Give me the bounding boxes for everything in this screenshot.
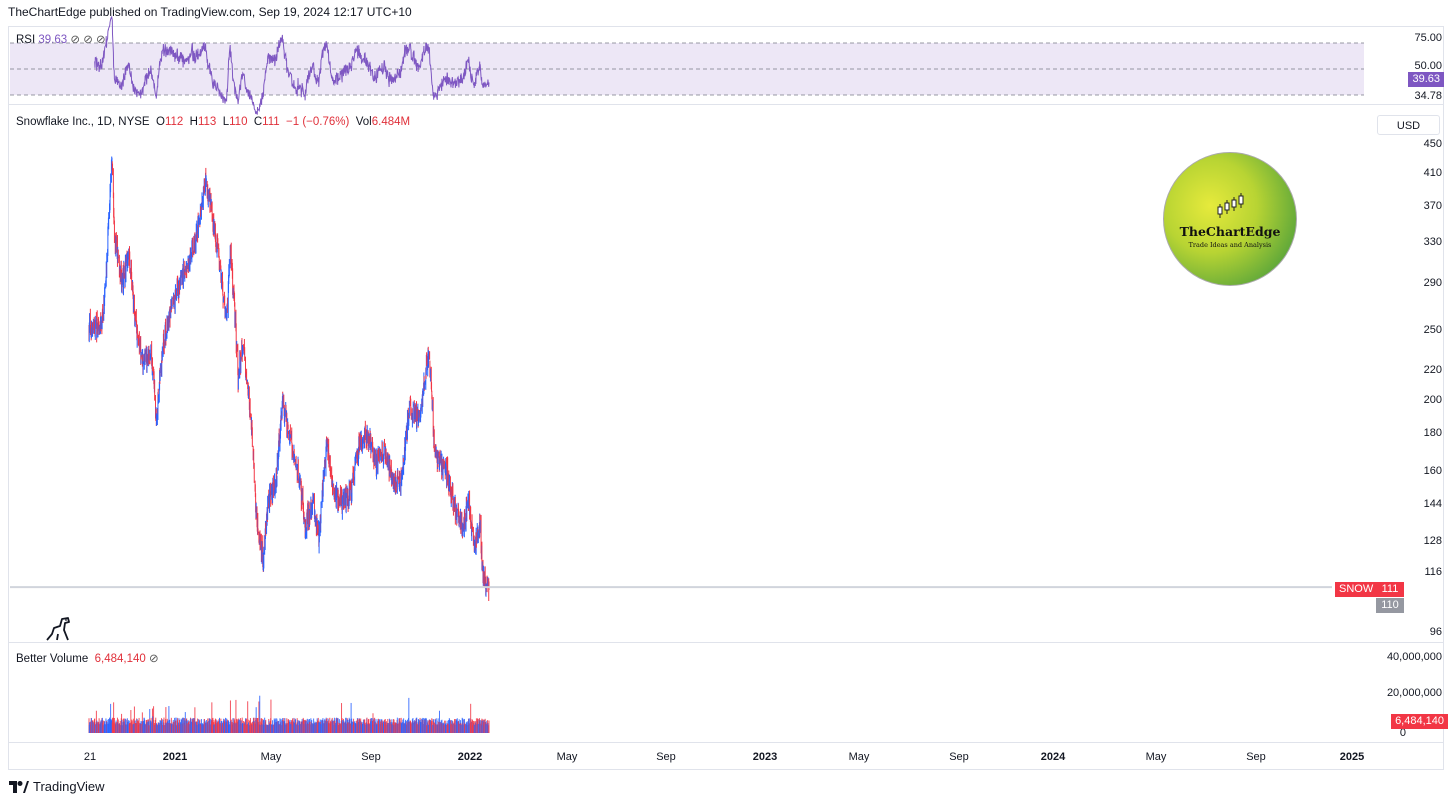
volume-short-value: 6.484M bbox=[371, 116, 411, 128]
price-axis-label: 450 bbox=[1423, 138, 1442, 150]
price-axis-label: 144 bbox=[1423, 497, 1442, 510]
time-axis-label: May bbox=[848, 751, 870, 763]
price-axis-label: 160 bbox=[1423, 464, 1442, 477]
symbol-tag: SNOW bbox=[1335, 582, 1378, 597]
last-price-tag: 111 bbox=[1376, 582, 1404, 597]
thechartedge-logo: TheChartEdge Trade Ideas and Analysis bbox=[1163, 152, 1297, 286]
price-axis-label: 220 bbox=[1423, 364, 1442, 377]
time-axis-label: May bbox=[556, 751, 578, 763]
volume-axis-label: 40,000,000 bbox=[1386, 651, 1442, 663]
tradingview-brand: TradingView bbox=[33, 779, 105, 794]
time-axis-label: 2025 bbox=[1339, 751, 1365, 763]
price-axis-label: 116 bbox=[1424, 566, 1442, 579]
low-label: L bbox=[222, 116, 230, 128]
rsi-value-badge: 39.63 bbox=[1408, 72, 1444, 87]
open-value: 112 bbox=[164, 116, 184, 128]
volume-legend[interactable]: Better Volume 6,484,140 ⊘ bbox=[16, 651, 159, 665]
logo-name: TheChartEdge bbox=[1179, 224, 1281, 239]
price-axis-label: 96 bbox=[1429, 626, 1442, 638]
time-axis-divider bbox=[8, 742, 1444, 743]
time-axis-label: 2021 bbox=[162, 751, 188, 763]
volume-indicator-label: Better Volume bbox=[16, 653, 89, 665]
candlestick-logo-icon bbox=[1217, 193, 1244, 218]
close-label: C bbox=[253, 116, 263, 128]
volume-axis-label: 20,000,000 bbox=[1386, 687, 1442, 699]
volume-axis-label: 0 bbox=[1399, 727, 1406, 739]
time-axis-label: 2023 bbox=[752, 751, 778, 763]
price-axis-label: 128 bbox=[1423, 535, 1442, 548]
time-axis-label: May bbox=[1145, 751, 1167, 763]
symbol-legend[interactable]: Snowflake Inc., 1D, NYSE O112 H113 L110 … bbox=[16, 116, 410, 128]
price-axis-label: 410 bbox=[1423, 167, 1442, 180]
time-axis-label: 21 bbox=[83, 751, 97, 763]
price-axis-label: 180 bbox=[1423, 427, 1442, 440]
eye-icon[interactable]: ⊘ bbox=[70, 34, 80, 46]
low-value: 110 bbox=[229, 116, 248, 128]
volume-value-badge: 6,484,140 bbox=[1391, 714, 1448, 729]
price-axis-label: 200 bbox=[1423, 394, 1442, 407]
rsi-pane-divider[interactable] bbox=[8, 104, 1444, 105]
chart-frame bbox=[8, 26, 1444, 770]
volume-label: Vol bbox=[355, 116, 372, 128]
symbol-name: Snowflake Inc., 1D, NYSE bbox=[16, 116, 150, 128]
open-label: O bbox=[155, 116, 165, 128]
more-icon[interactable]: ⊘ bbox=[96, 34, 106, 46]
currency-button[interactable]: USD bbox=[1377, 115, 1440, 135]
time-axis-label: Sep bbox=[949, 751, 969, 763]
low-price-tag: 110 bbox=[1376, 598, 1404, 613]
eye-icon[interactable]: ⊘ bbox=[149, 653, 159, 665]
price-axis-label: 370 bbox=[1423, 199, 1442, 212]
price-axis-label: 250 bbox=[1423, 323, 1442, 336]
time-axis-label: Sep bbox=[361, 751, 381, 763]
rsi-axis-label: 75.00 bbox=[1414, 32, 1442, 44]
price-axis-label: 290 bbox=[1423, 276, 1442, 289]
rsi-axis-label: 50.00 bbox=[1414, 60, 1442, 72]
change-value: −1 (−0.76%) bbox=[286, 116, 350, 128]
volume-pane-divider[interactable] bbox=[8, 642, 1444, 643]
rsi-line bbox=[94, 15, 490, 115]
dino-icon[interactable] bbox=[44, 616, 72, 642]
tradingview-footer[interactable]: TradingView bbox=[9, 779, 105, 794]
high-value: 113 bbox=[197, 116, 217, 128]
settings-icon[interactable]: ⊘ bbox=[83, 34, 93, 46]
close-value: 111 bbox=[262, 116, 280, 128]
tradingview-logo-icon bbox=[9, 780, 29, 793]
time-axis-label: Sep bbox=[656, 751, 676, 763]
logo-tagline: Trade Ideas and Analysis bbox=[1188, 241, 1272, 249]
rsi-axis-label: 34.78 bbox=[1414, 90, 1442, 102]
time-axis-label: Sep bbox=[1246, 751, 1266, 763]
time-axis-label: 2022 bbox=[457, 751, 483, 763]
volume-indicator-value: 6,484,140 bbox=[94, 653, 146, 665]
price-axis-label: 330 bbox=[1423, 235, 1442, 248]
time-axis-label: 2024 bbox=[1040, 751, 1066, 763]
high-label: H bbox=[189, 116, 198, 128]
publisher-header: TheChartEdge published on TradingView.co… bbox=[8, 5, 412, 19]
time-axis-label: May bbox=[260, 751, 282, 763]
